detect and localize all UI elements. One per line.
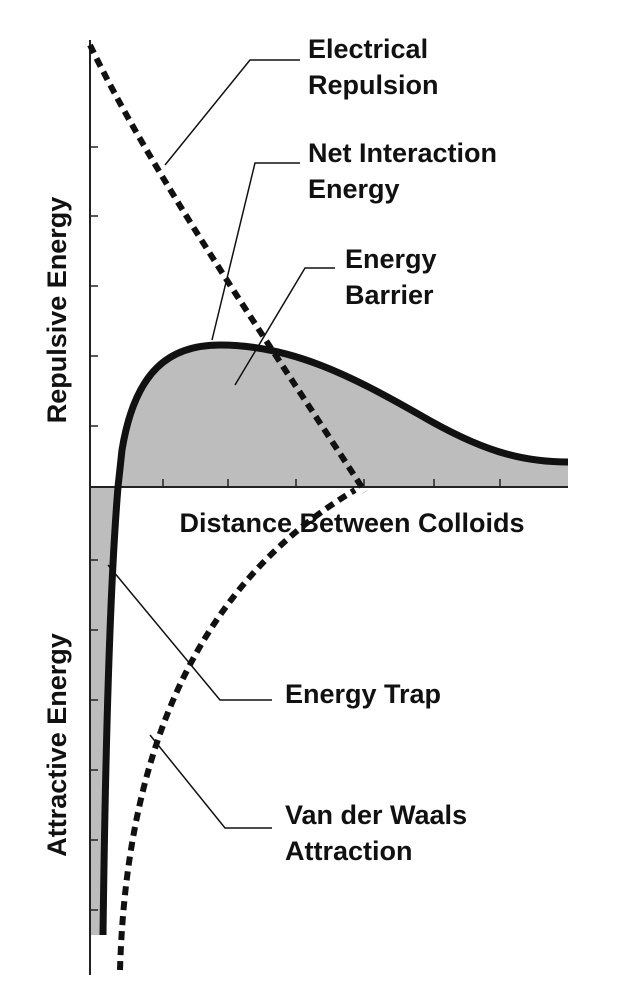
label: Electrical [308,34,428,64]
y-upper-label: Repulsive Energy [42,197,72,424]
leader-line [164,59,300,166]
leader-line [107,564,272,701]
leader-line [149,734,272,829]
label: Van der Waals [285,800,467,830]
label: Energy Trap [285,679,441,709]
y-ticks [90,146,98,911]
label: Net Interaction [308,138,497,168]
label: Barrier [345,280,434,310]
van-der-waals-curve [117,487,357,971]
energy-barrier-area [118,345,568,487]
label: Energy [308,174,400,204]
y-lower-label: Attractive Energy [42,633,72,857]
label: Repulsion [308,70,439,100]
leader-line [211,162,300,341]
label: Energy [345,244,437,274]
label: Attraction [285,836,413,866]
electrical-repulsion-curve [87,43,368,494]
leader-line [234,267,335,386]
x-axis-label: Distance Between Colloids [179,508,524,538]
x-ticks [162,479,501,487]
net-interaction-curve [99,341,569,936]
